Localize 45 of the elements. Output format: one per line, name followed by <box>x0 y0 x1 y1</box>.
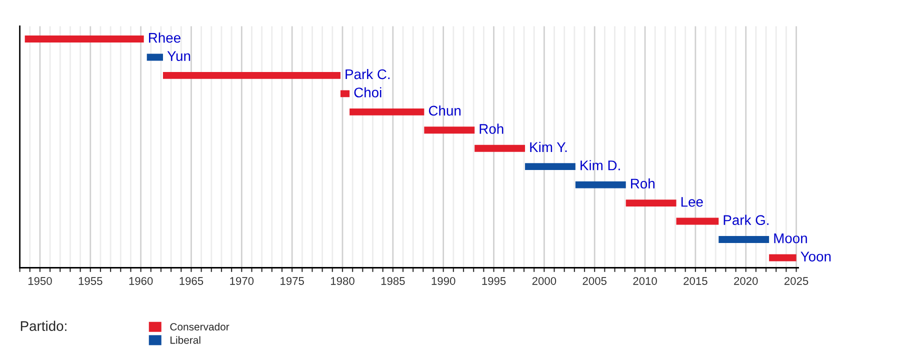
x-tick-label: 1975 <box>280 277 304 285</box>
legend-title: Partido: <box>20 320 66 331</box>
y-tick-label: Choi <box>354 87 382 98</box>
y-tick-label: Chun <box>428 105 461 116</box>
bar <box>575 181 626 188</box>
y-tick-label: Park G. <box>724 214 768 225</box>
x-tick-label: 1980 <box>330 277 354 285</box>
y-tick-label: Kim D. <box>580 160 620 170</box>
y-tick-label: Rhee <box>149 32 180 43</box>
x-tick-label: 2010 <box>633 277 657 285</box>
bar <box>525 163 576 170</box>
y-tick-label: Lee <box>681 197 703 207</box>
y-tick-label: Yoon <box>800 252 831 262</box>
x-tick-label: 1990 <box>432 277 456 285</box>
bar <box>162 72 340 79</box>
y-tick-label: Yun <box>167 51 190 61</box>
x-tick-label: 1950 <box>28 277 52 285</box>
x-tick-label: 1995 <box>482 277 506 285</box>
bar <box>769 254 796 262</box>
x-tick-label: 1985 <box>381 277 405 285</box>
y-tick-label: Kim Y. <box>530 142 567 152</box>
bar <box>24 36 144 42</box>
bar <box>676 218 719 225</box>
x-tick-label: 1955 <box>78 277 102 285</box>
legend-label: Liberal <box>170 336 200 344</box>
x-tick-label: 1960 <box>129 277 153 285</box>
legend-label: Conservador <box>170 322 230 331</box>
bar <box>350 108 424 116</box>
y-tick-label: Park C. <box>346 68 390 80</box>
x-tick-label: 2005 <box>582 277 606 285</box>
bar <box>718 236 770 243</box>
x-tick-label: 2000 <box>532 277 556 285</box>
bar <box>424 126 475 134</box>
x-tick-label: 1970 <box>230 277 254 285</box>
bar <box>626 200 676 207</box>
x-tick-label: 2020 <box>734 277 758 285</box>
x-tick-label: 1965 <box>180 277 204 285</box>
bar <box>474 144 526 152</box>
y-tick-label: Roh <box>631 178 654 189</box>
x-tick-label: 2025 <box>784 277 808 285</box>
y-tick-label: Moon <box>774 234 807 244</box>
bar <box>146 54 163 61</box>
bar <box>340 90 350 98</box>
y-tick-label: Roh <box>480 124 504 134</box>
x-tick-label: 2015 <box>684 277 708 285</box>
